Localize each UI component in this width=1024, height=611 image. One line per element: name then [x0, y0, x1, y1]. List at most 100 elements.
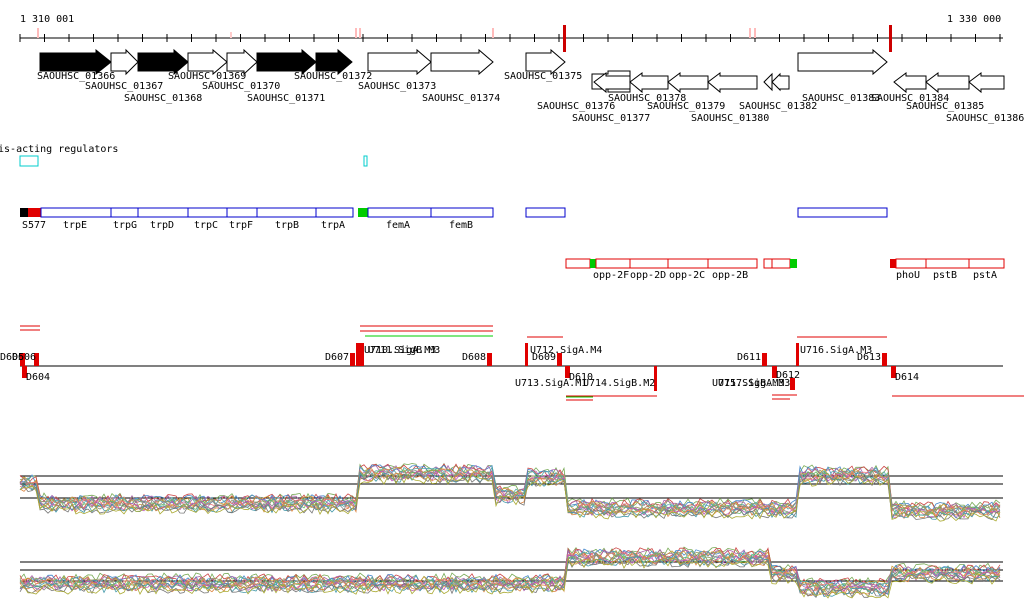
expression-trace — [19, 554, 1001, 596]
operon-label: trpF — [229, 220, 253, 231]
expression-panel-1 — [19, 462, 1003, 522]
gene-label: SAOUHSC_01370 — [202, 81, 280, 92]
operon-label: trpD — [150, 220, 174, 231]
segment-label: D604 — [26, 372, 50, 383]
segment-label: D610 — [569, 372, 593, 383]
expression-panel-2 — [19, 546, 1003, 599]
gene-label: SAOUHSC_01373 — [358, 81, 436, 92]
gene-label: SAOUHSC_01386 — [946, 113, 1024, 124]
gene-label: SAOUHSC_01378 — [608, 93, 686, 104]
gene-arrow[interactable] — [629, 72, 669, 94]
expression-trace — [19, 556, 1001, 599]
operon-track-red: opp-2F opp-2D opp-2C opp-2B phoU pstB ps… — [565, 258, 1005, 281]
operon-label: trpE — [63, 220, 87, 231]
segment-label: D609 — [532, 352, 556, 363]
gene-label: SAOUHSC_01372 — [294, 71, 372, 82]
expression-trace — [19, 546, 1001, 589]
segment-track: D605 D606 D604 D607 U710.SigA.M3 U711.Si… — [0, 325, 1024, 401]
segment-label: D613 — [857, 352, 881, 363]
expression-trace — [19, 555, 1001, 598]
gene-label: SAOUHSC_01376 — [537, 101, 615, 112]
expression-trace — [19, 555, 1001, 597]
regulator-box[interactable] — [363, 155, 368, 167]
operon-label: opp-2F — [593, 270, 629, 281]
expression-trace — [19, 471, 1001, 520]
gene-arrow[interactable] — [226, 48, 258, 76]
gene-arrow[interactable] — [667, 72, 709, 94]
gene-arrow[interactable] — [256, 48, 317, 76]
gene-arrow[interactable] — [187, 48, 228, 76]
expression-trace — [19, 473, 1001, 522]
gene-arrow[interactable] — [893, 72, 927, 94]
gene-arrow[interactable] — [525, 48, 566, 76]
operon-label: phoU — [896, 270, 920, 281]
segment-label: D607 — [325, 352, 349, 363]
expression-trace — [19, 465, 1001, 515]
operon-label: trpA — [321, 220, 345, 231]
gene-label: SAOUHSC_01383 — [802, 93, 880, 104]
segment-label: D611 — [737, 352, 761, 363]
regulators-label: Cis-acting regulators — [0, 144, 118, 155]
gene-label: SAOUHSC_01368 — [124, 93, 202, 104]
gene-label: SAOUHSC_01369 — [168, 71, 246, 82]
gene-arrow[interactable] — [797, 48, 888, 76]
ruler-end-label: 1 330 000 — [947, 14, 1001, 25]
operon-label: opp-2C — [669, 270, 705, 281]
operon-label: femA — [386, 220, 410, 231]
operon-label: opp-2D — [630, 270, 666, 281]
gene-label: SAOUHSC_01366 — [37, 71, 115, 82]
gene-arrow[interactable] — [367, 48, 432, 76]
gene-arrow[interactable] — [315, 48, 353, 76]
segment-label: D605 — [0, 352, 24, 363]
operon-label: S577 — [22, 220, 46, 231]
operon-label: trpG — [113, 220, 137, 231]
segment-label: D608 — [462, 352, 486, 363]
gene-arrow[interactable] — [925, 72, 970, 94]
regulators-track: Cis-acting regulators — [0, 144, 368, 167]
segment-label: D612 — [776, 370, 800, 381]
gene-label: SAOUHSC_01375 — [504, 71, 582, 82]
gene-label: SAOUHSC_01379 — [647, 101, 725, 112]
segment-label: U712.SigA.M4 — [530, 345, 602, 356]
gene-label: SAOUHSC_01385 — [906, 101, 984, 112]
operon-label: pstB — [933, 270, 957, 281]
gene-track: SAOUHSC_01366 SAOUHSC_01367 SAOUHSC_0136… — [37, 48, 1024, 124]
gene-label: SAOUHSC_01384 — [871, 93, 949, 104]
segment-label: D614 — [895, 372, 919, 383]
expression-trace — [19, 557, 1001, 598]
segment-label: U717.SigA.M3 — [718, 378, 790, 389]
operon-label: opp-2B — [712, 270, 748, 281]
gene-label: SAOUHSC_01382 — [739, 101, 817, 112]
operon-label: trpB — [275, 220, 299, 231]
segment-label: U713.SigA.M1 — [515, 378, 587, 389]
gene-label: SAOUHSC_01380 — [691, 113, 769, 124]
genome-ruler: 1 310 001 1 330 000 — [19, 14, 1003, 52]
gene-label: SAOUHSC_01371 — [247, 93, 325, 104]
gene-arrow[interactable] — [110, 48, 139, 76]
segment-label: U710.SigA.M3 — [364, 345, 436, 356]
gene-arrow[interactable] — [771, 72, 790, 92]
operon-label: trpC — [194, 220, 218, 231]
segment-label: D606 — [12, 352, 36, 363]
operon-label: pstA — [973, 270, 997, 281]
gene-arrow[interactable] — [137, 48, 189, 76]
ruler-start-label: 1 310 001 — [20, 14, 74, 25]
operon-track-blue: S577 trpE trpG trpD trpC trpF trpB trpA … — [20, 207, 888, 231]
gene-arrow[interactable] — [763, 72, 773, 92]
operon-label: femB — [449, 220, 473, 231]
gene-arrow[interactable] — [968, 72, 1005, 94]
segment-label: U716.SigA.M3 — [800, 345, 872, 356]
operon-box[interactable] — [525, 207, 566, 218]
gene-label: SAOUHSC_01374 — [422, 93, 500, 104]
gene-arrow[interactable] — [707, 72, 758, 94]
segment-label: U715.SigB.M3 — [712, 378, 784, 389]
operon-box[interactable] — [797, 207, 888, 218]
gene-arrow[interactable] — [39, 48, 112, 76]
segment-label: U714.SigB.M2 — [583, 378, 655, 389]
gene-label: SAOUHSC_01367 — [85, 81, 163, 92]
expression-trace — [19, 469, 1001, 519]
gene-label: SAOUHSC_01377 — [572, 113, 650, 124]
gene-arrow[interactable] — [430, 48, 494, 76]
regulator-box[interactable] — [19, 155, 39, 167]
